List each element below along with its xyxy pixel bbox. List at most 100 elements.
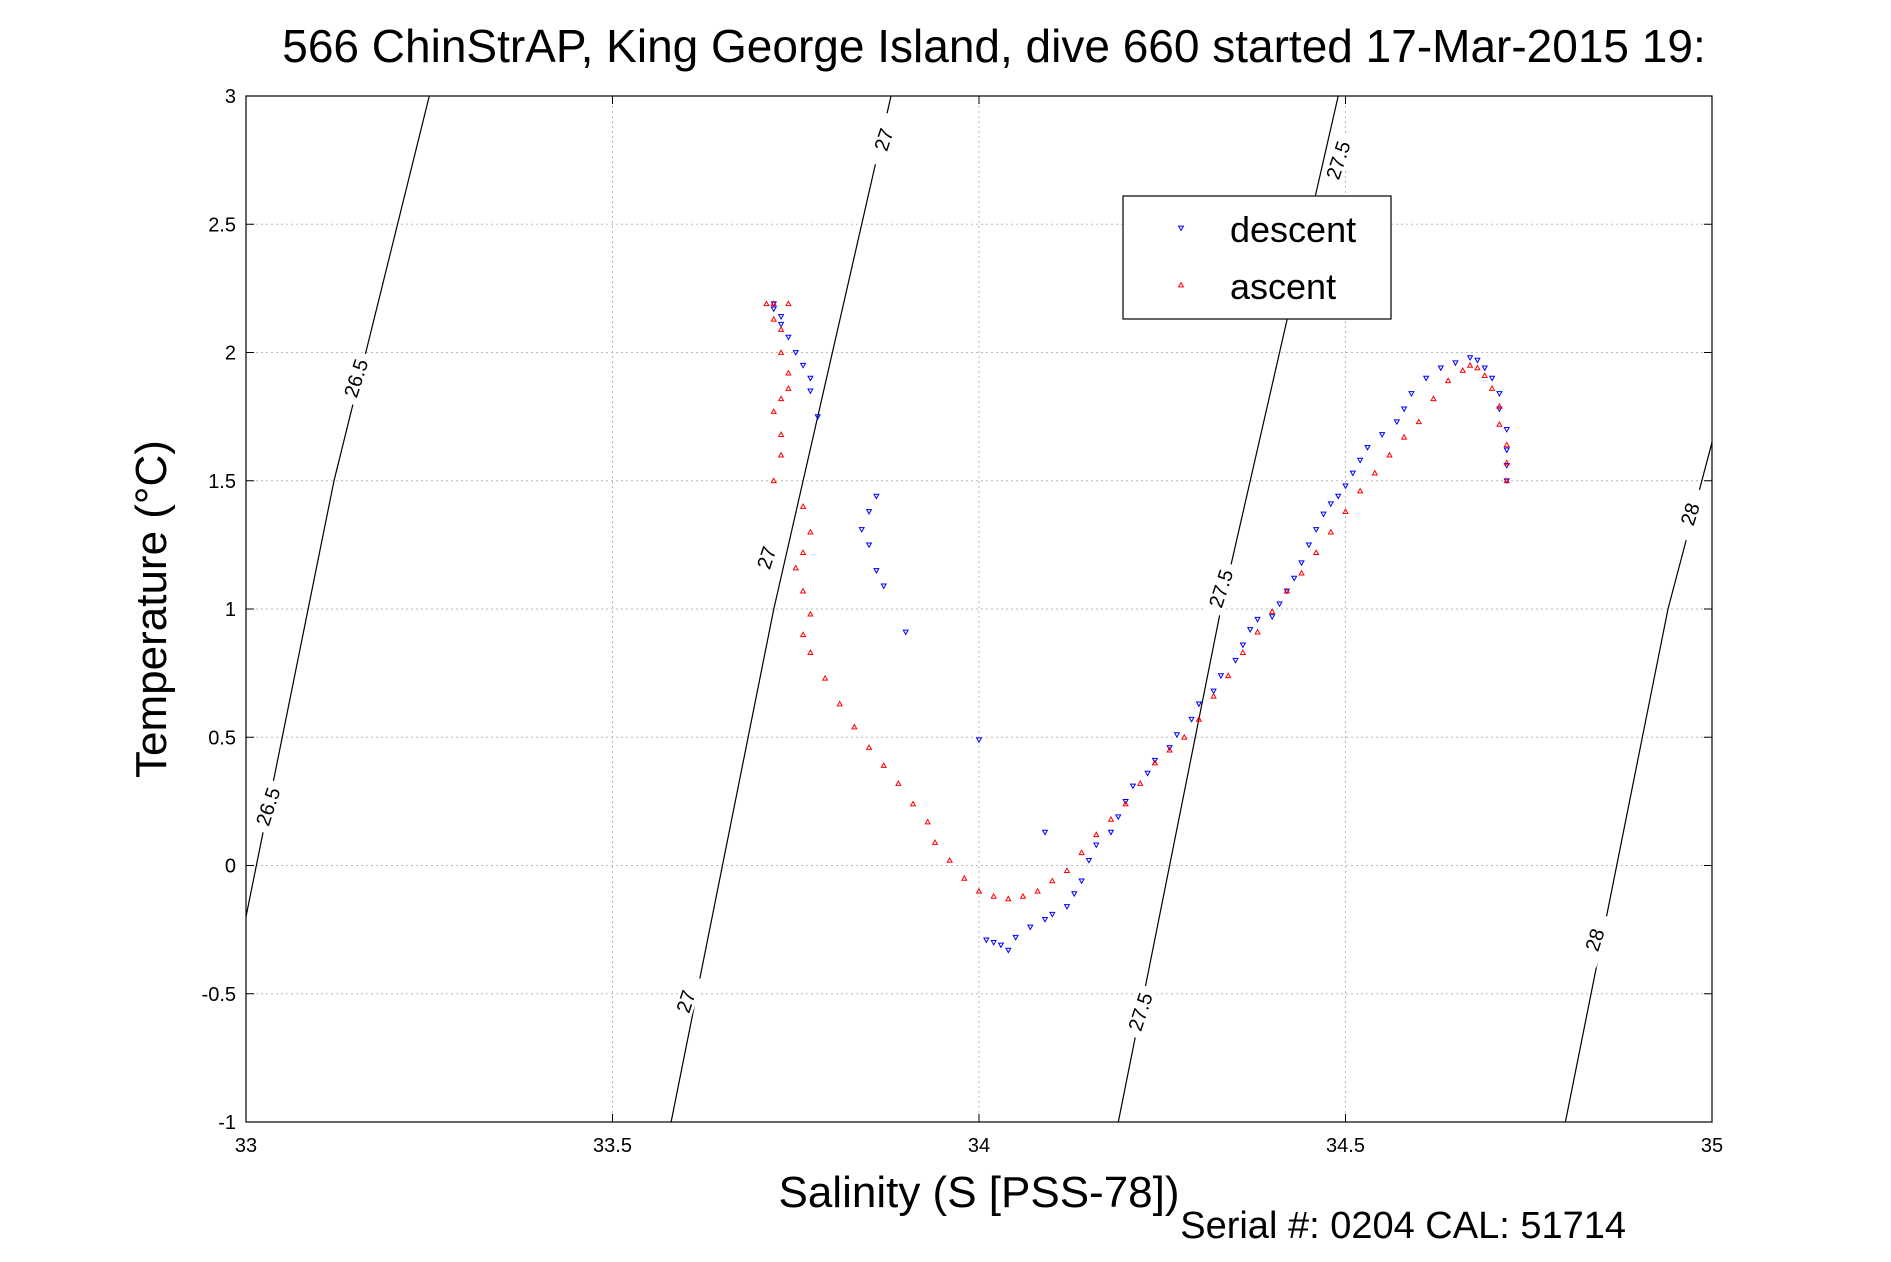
y-tick-label: 1 bbox=[225, 599, 236, 621]
descent-point bbox=[1488, 375, 1496, 382]
y-tick-label: 2 bbox=[225, 343, 236, 365]
ascent-point bbox=[785, 384, 792, 391]
x-tick-label: 33.5 bbox=[593, 1135, 632, 1157]
ascent-point bbox=[1503, 477, 1511, 484]
descent-point bbox=[873, 568, 880, 574]
descent-point bbox=[1122, 798, 1129, 805]
ascent-point bbox=[1166, 746, 1173, 753]
descent-point bbox=[1093, 842, 1100, 849]
descent-point bbox=[1027, 924, 1034, 931]
ascent-legend-marker bbox=[1177, 281, 1185, 288]
descent-point bbox=[785, 334, 792, 341]
descent-point bbox=[1481, 365, 1489, 372]
descent-point bbox=[1400, 406, 1408, 413]
descent-point bbox=[1320, 511, 1327, 518]
legend-marker-descent bbox=[1177, 225, 1185, 232]
descent-point bbox=[1232, 657, 1239, 664]
descent-point bbox=[1166, 745, 1173, 751]
contour-label-gap bbox=[250, 778, 286, 835]
ascent-point bbox=[931, 838, 939, 845]
y-tick-label: 1.5 bbox=[208, 471, 236, 493]
descent-point bbox=[1151, 757, 1159, 764]
ascent-point bbox=[961, 874, 968, 881]
ascent-point bbox=[1049, 877, 1056, 884]
x-axis-label: Salinity (S [PSS-78]) bbox=[778, 1168, 1179, 1217]
descent-point bbox=[1334, 493, 1342, 500]
serial-cal-footer: Serial #: 0204 CAL: 51714 bbox=[1180, 1205, 1626, 1247]
descent-point bbox=[997, 942, 1005, 949]
descent-point bbox=[1063, 904, 1071, 910]
descent-point bbox=[1298, 560, 1305, 567]
descent-point bbox=[1305, 542, 1313, 549]
descent-point bbox=[1364, 444, 1371, 451]
y-axis-label: Temperature (°C) bbox=[127, 440, 176, 778]
ascent-point bbox=[1137, 779, 1144, 786]
descent-point bbox=[1503, 462, 1511, 469]
ascent-point bbox=[1386, 451, 1393, 458]
descent-point bbox=[777, 321, 785, 328]
descent-point bbox=[1049, 911, 1056, 918]
contour-label-gap bbox=[1672, 486, 1708, 542]
descent-point bbox=[1312, 527, 1320, 533]
descent-point bbox=[975, 737, 983, 744]
descent-point bbox=[1246, 627, 1254, 633]
descent-point bbox=[1474, 357, 1481, 364]
descent-point bbox=[1342, 483, 1349, 490]
ascent-point bbox=[1005, 895, 1012, 902]
ascent-point bbox=[1327, 528, 1335, 535]
ascent-point bbox=[895, 779, 902, 786]
descent-point bbox=[1085, 857, 1093, 864]
ascent-point bbox=[975, 887, 983, 894]
descent-point bbox=[1254, 616, 1261, 623]
ascent-point bbox=[1063, 867, 1071, 874]
ascent-point bbox=[1342, 508, 1349, 514]
descent-point bbox=[807, 375, 814, 382]
descent-point bbox=[1078, 878, 1085, 885]
descent-point bbox=[983, 937, 990, 944]
ascent-point bbox=[1312, 549, 1320, 555]
descent-point bbox=[1210, 688, 1217, 695]
descent-point bbox=[1005, 947, 1012, 954]
ascent-point bbox=[1180, 733, 1188, 740]
legend-label-descent: descent bbox=[1230, 209, 1356, 250]
ascent-point bbox=[1298, 569, 1305, 576]
contour-label-gap bbox=[748, 529, 784, 586]
ascent-point bbox=[851, 723, 858, 730]
ascent-point bbox=[799, 587, 807, 594]
ascent-point bbox=[1093, 831, 1100, 838]
ascent-point bbox=[807, 528, 814, 535]
descent-point bbox=[1422, 375, 1430, 382]
descent-point bbox=[1327, 501, 1335, 508]
ascent-point bbox=[836, 700, 843, 707]
descent-point bbox=[807, 388, 814, 395]
y-tick-label: -0.5 bbox=[202, 984, 236, 1006]
descent-point bbox=[1378, 432, 1386, 439]
data-points bbox=[763, 300, 1511, 954]
y-tick-label: 0.5 bbox=[208, 727, 236, 749]
descent-point bbox=[1437, 365, 1445, 372]
x-tick-label: 33 bbox=[235, 1135, 257, 1157]
ascent-point bbox=[777, 325, 785, 332]
grid bbox=[246, 96, 1712, 1122]
ascent-point bbox=[777, 349, 785, 355]
descent-point bbox=[1496, 391, 1503, 397]
descent-point bbox=[777, 314, 785, 321]
descent-point bbox=[1268, 614, 1276, 621]
descent-point bbox=[1393, 419, 1401, 426]
descent-point bbox=[1173, 732, 1181, 739]
y-tick-label: -1 bbox=[218, 1112, 236, 1134]
ascent-point bbox=[777, 451, 785, 458]
descent-point bbox=[770, 306, 778, 313]
ascent-point bbox=[1122, 800, 1129, 807]
x-tick-label: 34.5 bbox=[1326, 1135, 1365, 1157]
ascent-point bbox=[777, 431, 785, 437]
descent-point bbox=[1408, 391, 1415, 397]
ascent-point bbox=[770, 315, 778, 322]
descent-point bbox=[1107, 829, 1115, 836]
ascent-point bbox=[1283, 587, 1291, 594]
ascent-point bbox=[785, 369, 792, 376]
descent-point bbox=[1071, 891, 1078, 898]
